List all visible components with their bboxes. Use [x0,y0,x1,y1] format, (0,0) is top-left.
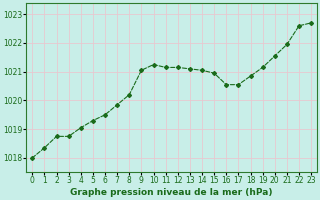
X-axis label: Graphe pression niveau de la mer (hPa): Graphe pression niveau de la mer (hPa) [70,188,273,197]
